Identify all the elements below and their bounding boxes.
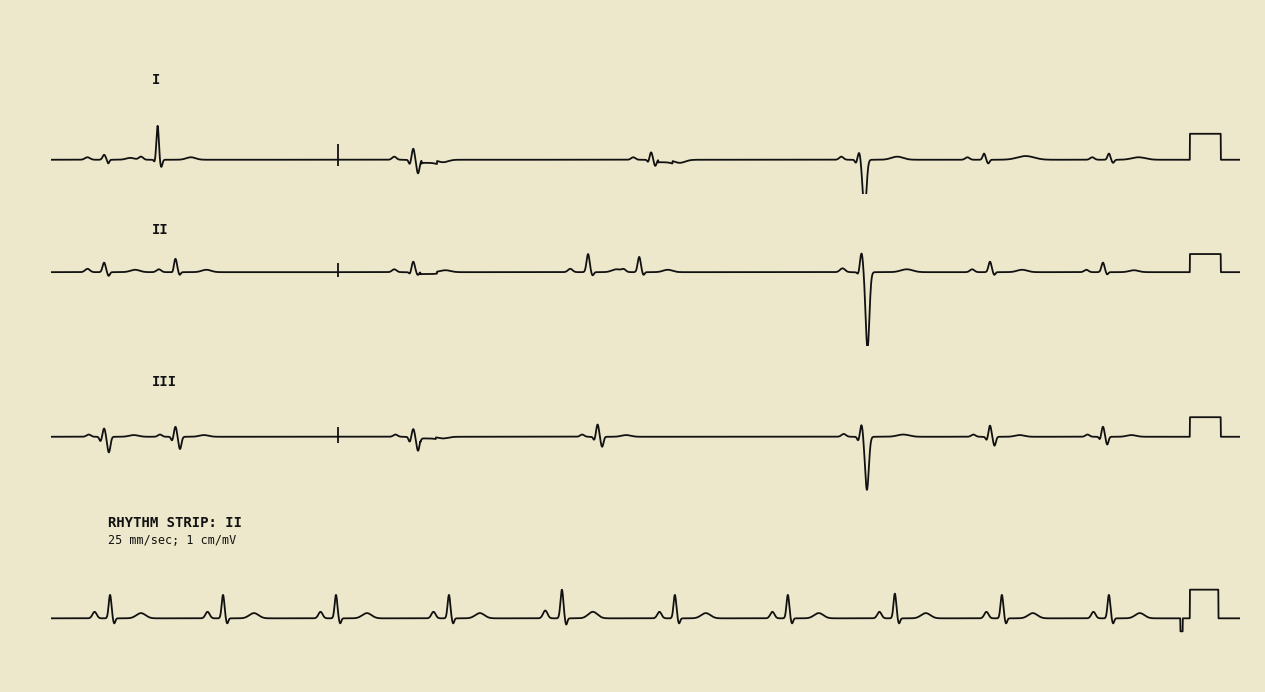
Text: RHYTHM STRIP: II: RHYTHM STRIP: II — [108, 516, 242, 529]
Text: III: III — [152, 375, 177, 389]
Text: 25 mm/sec; 1 cm/mV: 25 mm/sec; 1 cm/mV — [108, 534, 235, 547]
Text: I: I — [152, 73, 161, 87]
Text: II: II — [152, 223, 168, 237]
